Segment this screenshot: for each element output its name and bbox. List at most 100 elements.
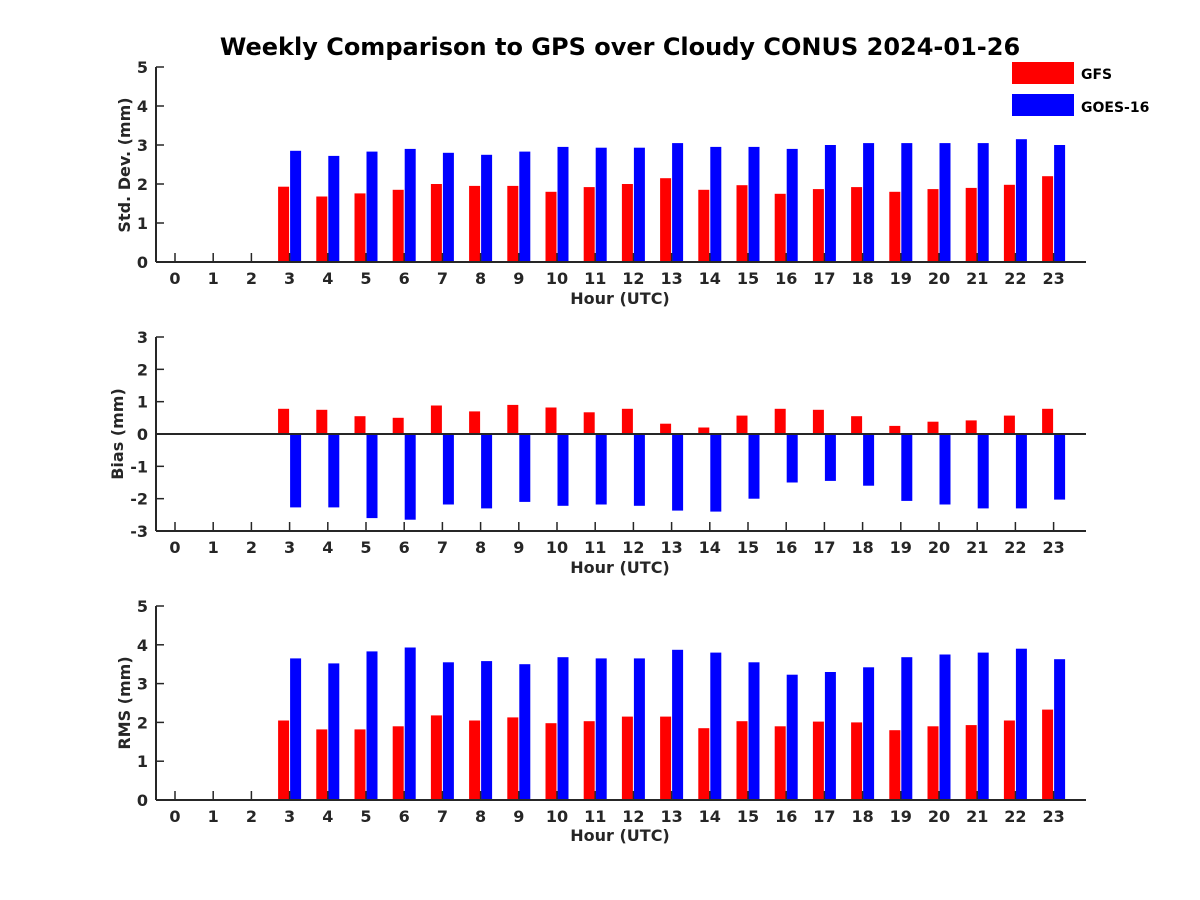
- y-tick-label: 1: [137, 752, 148, 771]
- x-tick-label: 16: [775, 538, 797, 557]
- x-tick-label: 7: [437, 807, 448, 826]
- x-tick-label: 7: [437, 538, 448, 557]
- x-tick-label: 11: [584, 538, 606, 557]
- x-tick-label: 1: [208, 807, 219, 826]
- bar-gfs-3: [278, 408, 290, 434]
- y-tick-label: 2: [137, 713, 148, 732]
- x-tick-label: 3: [284, 538, 295, 557]
- bar-goes16-12: [633, 147, 645, 262]
- bar-goes16-23: [1054, 659, 1066, 800]
- bar-gfs-6: [392, 726, 404, 800]
- bar-gfs-8: [469, 720, 481, 800]
- bar-gfs-12: [621, 716, 633, 800]
- x-tick-label: 12: [622, 538, 644, 557]
- bar-gfs-10: [545, 407, 557, 434]
- x-tick-label: 5: [360, 269, 371, 288]
- x-tick-label: 21: [966, 538, 988, 557]
- bar-goes16-6: [404, 647, 416, 800]
- bar-goes16-7: [442, 662, 454, 800]
- x-tick-label: 4: [322, 269, 333, 288]
- x-tick-label: 20: [928, 269, 950, 288]
- x-tick-label: 13: [660, 807, 682, 826]
- x-tick-label: 2: [246, 269, 257, 288]
- bar-gfs-23: [1042, 709, 1054, 800]
- bar-goes16-3: [290, 434, 302, 508]
- x-tick-label: 23: [1042, 807, 1064, 826]
- bar-gfs-12: [621, 408, 633, 434]
- x-tick-label: 20: [928, 807, 950, 826]
- x-tick-label: 2: [246, 807, 257, 826]
- bar-goes16-8: [481, 154, 493, 263]
- bar-gfs-6: [392, 417, 404, 434]
- bar-gfs-23: [1042, 176, 1054, 262]
- bar-goes16-22: [1015, 434, 1027, 509]
- bar-goes16-6: [404, 434, 416, 520]
- x-tick-label: 14: [699, 538, 721, 557]
- bar-goes16-19: [901, 657, 913, 800]
- y-tick-label: 3: [137, 136, 148, 155]
- bar-gfs-17: [812, 189, 824, 262]
- bar-gfs-7: [430, 715, 442, 800]
- bar-goes16-15: [748, 434, 760, 499]
- bar-goes16-16: [786, 674, 798, 800]
- x-tick-label: 18: [851, 807, 873, 826]
- bar-gfs-16: [774, 193, 786, 263]
- x-tick-label: 17: [813, 807, 835, 826]
- x-tick-label: 15: [737, 269, 759, 288]
- bar-goes16-12: [633, 658, 645, 800]
- x-tick-label: 19: [890, 269, 912, 288]
- x-tick-label: 11: [584, 807, 606, 826]
- x-tick-label: 8: [475, 538, 486, 557]
- bar-gfs-21: [965, 725, 977, 800]
- x-tick-label: 19: [890, 807, 912, 826]
- bar-goes16-23: [1054, 434, 1066, 500]
- bar-goes16-10: [557, 146, 569, 262]
- y-tick-label: 4: [137, 636, 148, 655]
- y-tick-label: 0: [137, 425, 148, 444]
- bar-goes16-18: [863, 143, 875, 262]
- bar-goes16-9: [519, 151, 531, 262]
- bar-gfs-20: [927, 421, 939, 434]
- x-tick-label: 12: [622, 269, 644, 288]
- bar-goes16-14: [710, 434, 722, 512]
- x-tick-label: 17: [813, 538, 835, 557]
- bar-goes16-21: [977, 434, 989, 509]
- bar-gfs-4: [316, 196, 328, 262]
- x-tick-label: 0: [169, 807, 180, 826]
- bar-gfs-14: [698, 728, 710, 800]
- x-tick-label: 12: [622, 807, 644, 826]
- bar-goes16-13: [672, 143, 684, 262]
- bar-gfs-14: [698, 189, 710, 262]
- bar-goes16-10: [557, 657, 569, 800]
- x-tick-label: 4: [322, 538, 333, 557]
- x-tick-label: 0: [169, 538, 180, 557]
- bar-gfs-20: [927, 726, 939, 800]
- y-tick-label: 3: [137, 675, 148, 694]
- bar-gfs-22: [1003, 720, 1015, 800]
- bar-gfs-17: [812, 721, 824, 800]
- bar-goes16-16: [786, 434, 798, 483]
- bar-goes16-4: [328, 155, 340, 262]
- x-tick-label: 21: [966, 269, 988, 288]
- bar-goes16-16: [786, 148, 798, 262]
- x-tick-label: 9: [513, 269, 524, 288]
- x-tick-label: 6: [399, 538, 410, 557]
- bar-gfs-11: [583, 412, 595, 434]
- x-tick-label: 18: [851, 538, 873, 557]
- x-tick-label: 5: [360, 807, 371, 826]
- bar-gfs-5: [354, 729, 366, 800]
- x-tick-label: 3: [284, 269, 295, 288]
- x-axis-label: Hour (UTC): [570, 826, 670, 845]
- bar-goes16-17: [824, 672, 836, 800]
- bar-goes16-10: [557, 434, 569, 506]
- x-tick-label: 21: [966, 807, 988, 826]
- bar-gfs-17: [812, 409, 824, 435]
- x-tick-label: 14: [699, 269, 721, 288]
- x-tick-label: 6: [399, 807, 410, 826]
- bar-goes16-4: [328, 663, 340, 800]
- bar-gfs-7: [430, 405, 442, 434]
- bar-goes16-3: [290, 658, 302, 800]
- bar-goes16-22: [1015, 139, 1027, 262]
